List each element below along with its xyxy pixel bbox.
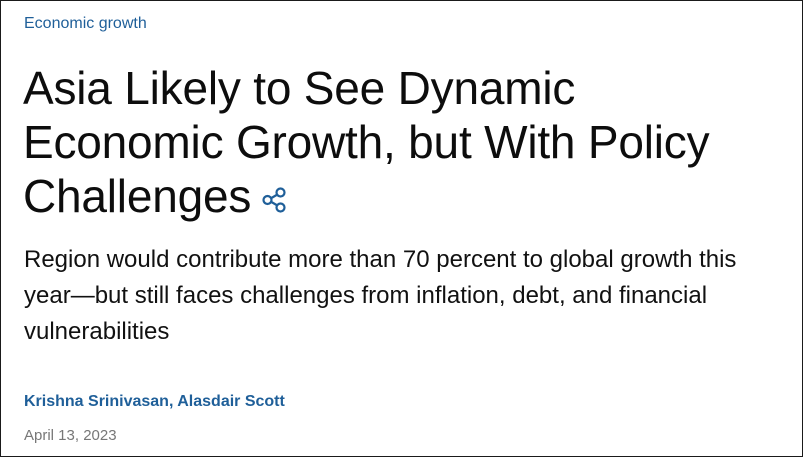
- category-link[interactable]: Economic growth: [24, 15, 147, 32]
- article-subtitle: Region would contribute more than 70 per…: [24, 246, 737, 345]
- publish-date: April 13, 2023: [24, 427, 117, 444]
- author-list: Krishna Srinivasan, Alasdair Scott: [24, 392, 285, 412]
- author-link[interactable]: Alasdair Scott: [177, 393, 285, 410]
- share-icon: [262, 187, 286, 213]
- share-button[interactable]: [259, 184, 289, 214]
- article-title-text: Asia Likely to See Dynamic Economic Grow…: [23, 62, 710, 222]
- article-title: Asia Likely to See Dynamic Economic Grow…: [23, 61, 763, 223]
- author-link[interactable]: Krishna Srinivasan: [24, 393, 169, 410]
- author-separator: ,: [168, 393, 178, 410]
